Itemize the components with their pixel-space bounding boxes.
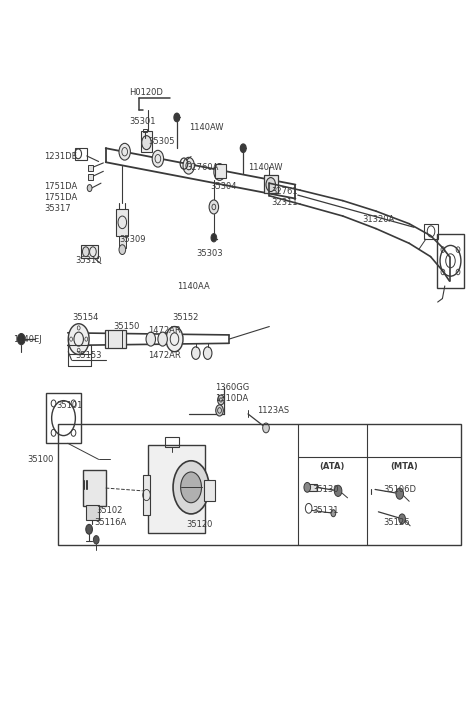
Bar bbox=[436, 234, 463, 288]
Circle shape bbox=[262, 423, 269, 433]
Text: 1751DA: 1751DA bbox=[44, 192, 77, 201]
Text: 1360GG: 1360GG bbox=[214, 383, 248, 392]
Bar bbox=[148, 445, 205, 533]
Circle shape bbox=[210, 234, 216, 242]
Text: 1751DA: 1751DA bbox=[44, 183, 77, 191]
Bar bbox=[86, 505, 99, 520]
Text: 35305: 35305 bbox=[148, 137, 175, 146]
Text: 32760A: 32760A bbox=[186, 164, 218, 172]
Circle shape bbox=[152, 150, 163, 167]
Text: 35153: 35153 bbox=[75, 351, 101, 359]
Bar bbox=[88, 174, 93, 180]
Circle shape bbox=[82, 247, 89, 257]
Circle shape bbox=[174, 113, 179, 121]
Circle shape bbox=[86, 524, 92, 534]
Circle shape bbox=[303, 482, 310, 492]
Text: 1123AS: 1123AS bbox=[257, 406, 289, 415]
Circle shape bbox=[191, 347, 199, 359]
Text: 35131: 35131 bbox=[311, 506, 338, 515]
Text: 35101: 35101 bbox=[56, 401, 82, 410]
Text: 35310: 35310 bbox=[75, 256, 101, 265]
Text: 35120: 35120 bbox=[186, 520, 212, 529]
Bar bbox=[118, 236, 126, 249]
Bar bbox=[68, 345, 91, 355]
Circle shape bbox=[266, 178, 275, 192]
Circle shape bbox=[141, 135, 151, 150]
Circle shape bbox=[215, 405, 223, 416]
Text: 35152: 35152 bbox=[172, 313, 198, 322]
Bar bbox=[116, 209, 128, 236]
Bar bbox=[142, 128, 146, 132]
Bar bbox=[165, 437, 179, 447]
Circle shape bbox=[330, 510, 335, 517]
Circle shape bbox=[173, 461, 208, 514]
Text: 1231DE: 1231DE bbox=[44, 152, 77, 161]
Circle shape bbox=[395, 488, 403, 499]
Text: 1472AR: 1472AR bbox=[148, 351, 181, 359]
Text: 35154: 35154 bbox=[72, 313, 99, 322]
Circle shape bbox=[68, 324, 89, 355]
Text: 35116A: 35116A bbox=[94, 518, 126, 526]
Circle shape bbox=[146, 332, 155, 346]
Bar bbox=[263, 176, 278, 193]
Bar bbox=[424, 224, 437, 239]
Circle shape bbox=[208, 200, 218, 214]
Circle shape bbox=[119, 245, 125, 255]
Bar bbox=[141, 131, 151, 152]
Text: 31320A: 31320A bbox=[361, 215, 393, 224]
Circle shape bbox=[213, 164, 225, 180]
Text: 35100: 35100 bbox=[28, 455, 54, 464]
Bar bbox=[46, 393, 80, 443]
Circle shape bbox=[119, 143, 130, 160]
Text: 35130: 35130 bbox=[311, 485, 338, 494]
Text: (ATA): (ATA) bbox=[318, 462, 344, 471]
Text: 1140AW: 1140AW bbox=[248, 164, 282, 172]
Circle shape bbox=[93, 536, 99, 544]
Circle shape bbox=[87, 185, 92, 192]
Text: 35304: 35304 bbox=[209, 183, 236, 191]
Bar bbox=[88, 165, 93, 171]
Text: 35102: 35102 bbox=[96, 506, 122, 515]
Circle shape bbox=[180, 472, 201, 503]
Text: 35150: 35150 bbox=[113, 322, 139, 331]
Bar bbox=[105, 330, 126, 348]
Circle shape bbox=[334, 485, 341, 496]
Text: 1472AR: 1472AR bbox=[148, 326, 181, 335]
Text: 35126: 35126 bbox=[382, 518, 409, 526]
Text: 1140AA: 1140AA bbox=[177, 282, 209, 291]
Circle shape bbox=[240, 144, 246, 152]
Text: 35317: 35317 bbox=[44, 204, 70, 213]
Circle shape bbox=[166, 326, 183, 352]
Text: 35301: 35301 bbox=[129, 117, 156, 126]
Text: 35309: 35309 bbox=[119, 234, 145, 244]
Bar bbox=[204, 480, 214, 501]
Bar bbox=[75, 147, 87, 160]
Circle shape bbox=[158, 332, 167, 346]
Circle shape bbox=[217, 395, 224, 405]
Circle shape bbox=[203, 347, 211, 359]
Text: H0120D: H0120D bbox=[129, 88, 163, 97]
Bar bbox=[81, 246, 98, 258]
Bar bbox=[142, 475, 150, 515]
Circle shape bbox=[398, 514, 405, 524]
Circle shape bbox=[183, 157, 194, 174]
Text: 32761: 32761 bbox=[271, 187, 298, 196]
Text: 35303: 35303 bbox=[196, 249, 222, 258]
Circle shape bbox=[18, 333, 25, 345]
Bar bbox=[214, 164, 226, 178]
Bar bbox=[307, 484, 316, 491]
Text: 1140EJ: 1140EJ bbox=[13, 335, 42, 343]
Text: 32311: 32311 bbox=[271, 197, 298, 206]
Text: 1140AW: 1140AW bbox=[188, 123, 223, 132]
Bar bbox=[83, 470, 106, 506]
Text: 1310DA: 1310DA bbox=[214, 394, 248, 403]
Bar bbox=[58, 425, 460, 545]
Text: 35106D: 35106D bbox=[382, 485, 415, 494]
Text: (MTA): (MTA) bbox=[389, 462, 417, 471]
